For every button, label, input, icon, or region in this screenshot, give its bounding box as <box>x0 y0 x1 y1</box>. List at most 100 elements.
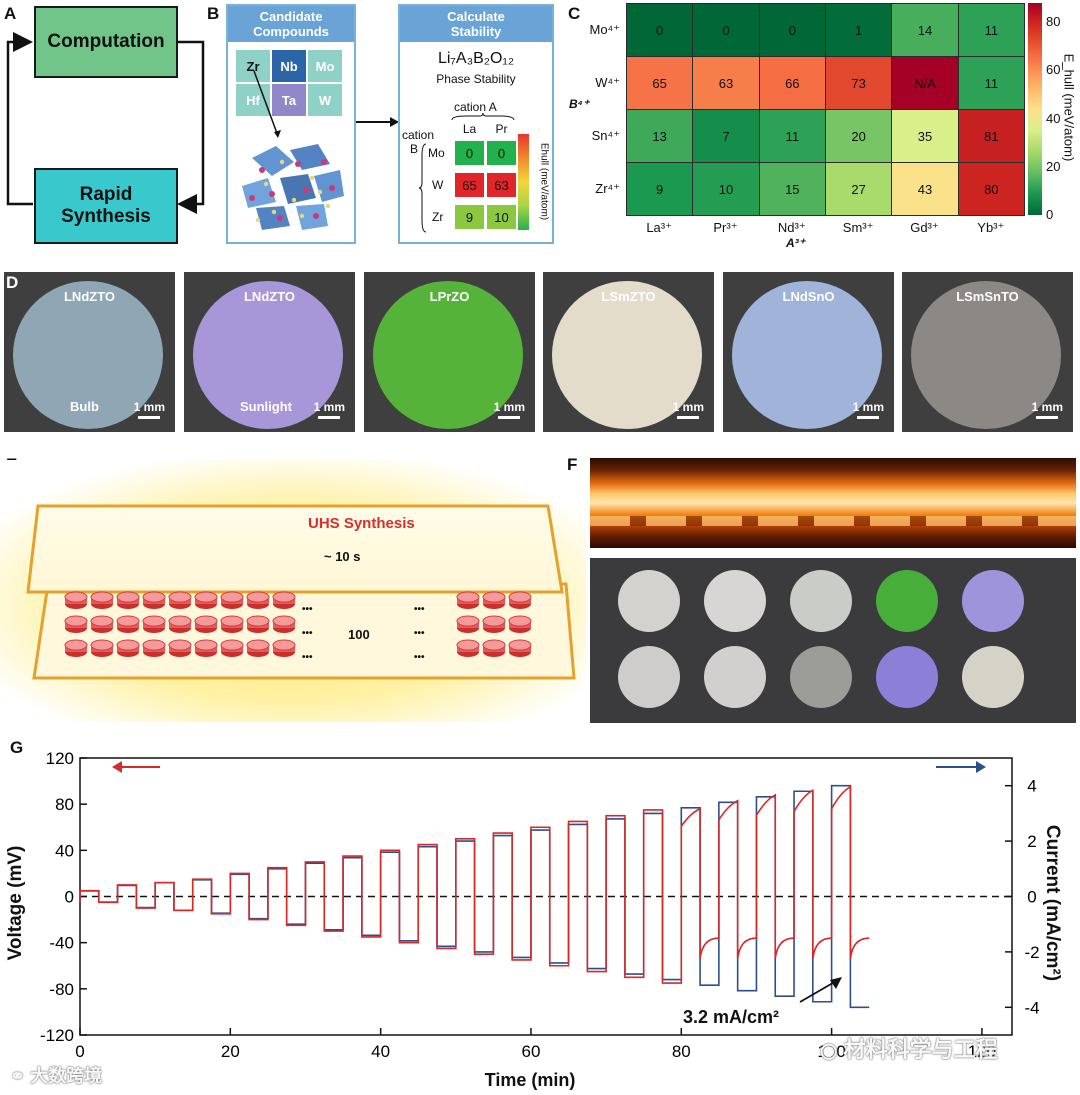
cation-a-brace <box>451 112 515 121</box>
x-tick-label: 0 <box>75 1042 84 1061</box>
pellet-sample: LPrZO 1 mm <box>364 272 535 432</box>
row-label-w: W <box>432 178 444 192</box>
pellet-icon <box>508 639 532 657</box>
pellet-icon <box>90 615 114 633</box>
y-tick-label: -120 <box>40 1026 74 1045</box>
col-label-la: La <box>462 122 477 136</box>
heatmap-row-label: Zr⁴⁺ <box>595 180 620 196</box>
pellet-label: LNdSnO <box>782 289 835 304</box>
pellet-disc <box>193 281 343 429</box>
watermark-left: ⚭ 大数跨境 <box>10 1062 102 1088</box>
y-tick-right-label: -4 <box>1024 998 1039 1017</box>
pellet-icon <box>272 591 296 609</box>
mini-cell-w-la: 65 <box>454 172 485 198</box>
pellet-disc <box>732 281 882 429</box>
heatmap-cell: 63 <box>692 56 760 110</box>
pellet-icon <box>116 591 140 609</box>
scale-bar-line <box>138 416 161 419</box>
heatmap-cell: 1 <box>825 3 893 57</box>
pellet-icon <box>64 615 88 633</box>
scale-bar: 1 mm <box>673 400 704 419</box>
annotation-arrow <box>799 979 839 1003</box>
chart-ylabel-right: Current (mA/cm²) <box>1042 824 1063 982</box>
mini-cell-zr-la: 9 <box>454 204 485 230</box>
scale-bar: 1 mm <box>134 400 165 419</box>
pellet-disc <box>13 281 163 429</box>
heatmap-colorbar <box>1028 3 1042 215</box>
mini-cell-mo-pr: 0 <box>486 140 517 166</box>
cation-b-brace <box>418 143 427 233</box>
heatmap-cell: 0 <box>626 3 694 57</box>
candidate-compounds-panel: Candidate Compounds Zr Nb Mo Hf Ta W <box>226 4 356 244</box>
pellet-icon <box>246 639 270 657</box>
pellet-sample: LNdZTO 1 mm Sunlight <box>184 272 355 432</box>
x-tick-label: 120 <box>968 1042 996 1061</box>
pellet-icon <box>508 615 532 633</box>
mini-colorbar-label: Ehull (meV/atom) <box>538 142 550 221</box>
y-tick-right-label: 4 <box>1027 777 1036 796</box>
phase-stability-label: Phase Stability <box>436 72 516 86</box>
stability-title-2: Stability <box>450 24 502 39</box>
pellet-icon <box>142 615 166 633</box>
candidate-title-2: Compounds <box>253 24 329 39</box>
uhs-synthesis-illustration <box>0 460 586 722</box>
heatmap-xlabel: A³⁺ <box>786 236 805 250</box>
pellet-disc <box>373 281 523 429</box>
pellet-sample: LSmZTO 1 mm <box>543 272 714 432</box>
top-heater <box>26 504 564 594</box>
pellet-icon <box>246 591 270 609</box>
chart-ylabel-left: Voltage (mV) <box>5 845 26 961</box>
heatmap-cell: 15 <box>758 162 826 216</box>
x-tick-label: 80 <box>672 1042 691 1061</box>
stability-header: Calculate Stability <box>400 6 552 42</box>
pellet-photo-disc <box>790 646 852 708</box>
scale-bar-line <box>1036 416 1059 419</box>
pellet-icon <box>194 639 218 657</box>
lighting-condition: Sunlight <box>240 399 292 414</box>
arrow-to-synthesis <box>176 40 205 214</box>
pellet-label: LNdZTO <box>243 289 296 304</box>
heatmap-col-label: Gd³⁺ <box>910 220 939 235</box>
computation-label: Computation <box>47 31 165 52</box>
pellet-photo-disc <box>704 646 766 708</box>
panel-label-g: G <box>10 738 24 757</box>
wechat-icon: ◉ <box>820 1040 838 1062</box>
pellet-photo-disc <box>618 570 680 632</box>
calculate-stability-panel: Calculate Stability Li₇A₃B₂O₁₂ Phase Sta… <box>398 4 554 244</box>
annotation-arrowhead <box>830 977 842 989</box>
pellet-icon <box>482 591 506 609</box>
candidate-title-1: Candidate <box>259 9 323 24</box>
y-tick-label: -80 <box>49 980 74 999</box>
heatmap-cell: 9 <box>626 162 694 216</box>
pellet-icon <box>272 639 296 657</box>
heatmap-cell: 65 <box>626 56 694 110</box>
ellipsis-2: ••• <box>302 628 313 639</box>
pellet-photo-disc <box>790 570 852 632</box>
cation-b-label-1: cation <box>402 128 435 142</box>
heatmap-cell: 11 <box>957 3 1025 57</box>
pellet-icon <box>90 639 114 657</box>
scale-bar-line <box>318 416 341 419</box>
arrow-to-stability <box>356 117 399 127</box>
ellipsis-1: ••• <box>302 604 313 615</box>
heatmap-row-label: W⁴⁺ <box>595 74 620 90</box>
uhs-time: ~ 10 s <box>324 549 361 564</box>
pellet-label: LSmZTO <box>601 289 656 304</box>
pellet-icon <box>508 591 532 609</box>
pellet-photo-disc <box>962 646 1024 708</box>
pellet-icon <box>456 615 480 633</box>
heatmap-col-label: Sm³⁺ <box>842 220 874 235</box>
tile-w: W <box>308 84 342 116</box>
scale-label: 1 mm <box>133 400 165 414</box>
pellet-icon <box>168 639 192 657</box>
mini-cell-mo-la: 0 <box>454 140 485 166</box>
heatmap-cell: 43 <box>891 162 959 216</box>
scale-bar-line <box>677 416 700 419</box>
y-tick-label: -40 <box>49 934 74 953</box>
ellipsis-6: ••• <box>414 652 425 663</box>
heating-element-photo <box>590 458 1076 548</box>
right-axis-arrowhead <box>976 761 986 773</box>
panel-label-c: C <box>568 4 581 23</box>
pellet-icon <box>116 615 140 633</box>
pellet-photo-disc <box>876 646 938 708</box>
